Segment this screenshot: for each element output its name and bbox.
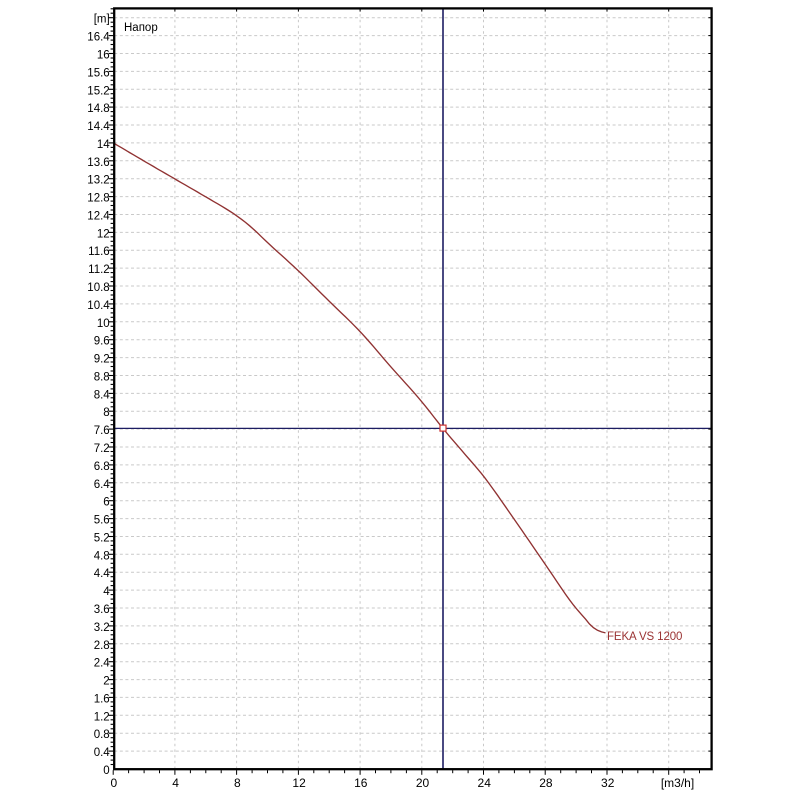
svg-text:12.4: 12.4 <box>87 211 110 223</box>
svg-text:3.2: 3.2 <box>94 622 110 634</box>
svg-text:15.6: 15.6 <box>87 67 109 79</box>
svg-text:13.6: 13.6 <box>87 157 109 169</box>
svg-text:8: 8 <box>234 776 241 790</box>
svg-text:2: 2 <box>103 676 109 688</box>
svg-text:32: 32 <box>601 776 615 790</box>
svg-text:16: 16 <box>354 776 368 790</box>
svg-text:13.2: 13.2 <box>87 175 109 187</box>
svg-text:24: 24 <box>478 776 492 790</box>
svg-text:14: 14 <box>97 139 110 151</box>
svg-text:11.6: 11.6 <box>88 246 110 258</box>
svg-text:6.8: 6.8 <box>94 461 110 473</box>
svg-text:0.4: 0.4 <box>94 747 111 759</box>
svg-text:9.2: 9.2 <box>94 354 110 366</box>
svg-text:6: 6 <box>103 497 109 509</box>
svg-text:4: 4 <box>103 586 110 598</box>
svg-text:1.6: 1.6 <box>94 693 110 705</box>
svg-text:28: 28 <box>539 776 553 790</box>
svg-text:16: 16 <box>97 50 110 62</box>
svg-text:4.4: 4.4 <box>94 568 111 580</box>
svg-text:12: 12 <box>97 228 110 240</box>
svg-text:11.2: 11.2 <box>88 264 110 276</box>
svg-text:FEKA VS 1200: FEKA VS 1200 <box>607 631 682 643</box>
svg-text:7.2: 7.2 <box>94 443 110 455</box>
svg-text:14.8: 14.8 <box>87 103 109 115</box>
svg-text:2.8: 2.8 <box>94 640 110 652</box>
svg-text:10.4: 10.4 <box>87 300 110 312</box>
svg-text:10: 10 <box>97 318 110 330</box>
svg-text:20: 20 <box>416 776 430 790</box>
svg-text:12.8: 12.8 <box>87 193 109 205</box>
svg-text:15.2: 15.2 <box>87 85 109 97</box>
svg-text:4: 4 <box>172 776 179 790</box>
svg-text:9.6: 9.6 <box>94 336 110 348</box>
svg-text:14.4: 14.4 <box>87 121 110 133</box>
svg-text:10.8: 10.8 <box>87 282 109 294</box>
svg-text:16.4: 16.4 <box>87 32 110 44</box>
svg-text:6.4: 6.4 <box>94 479 111 491</box>
svg-text:12: 12 <box>292 776 306 790</box>
svg-text:[m]: [m] <box>94 13 110 25</box>
svg-text:3.6: 3.6 <box>94 604 110 616</box>
svg-text:2.4: 2.4 <box>94 658 111 670</box>
svg-text:8.4: 8.4 <box>94 389 111 401</box>
svg-text:7.6: 7.6 <box>94 425 110 437</box>
svg-text:0: 0 <box>111 776 118 790</box>
svg-text:8: 8 <box>103 407 109 419</box>
svg-text:5.2: 5.2 <box>94 533 110 545</box>
svg-text:0.8: 0.8 <box>94 729 110 741</box>
svg-text:8.8: 8.8 <box>94 372 110 384</box>
svg-text:[m3/h]: [m3/h] <box>661 776 694 790</box>
svg-text:4.8: 4.8 <box>94 550 110 562</box>
svg-text:1.2: 1.2 <box>94 711 110 723</box>
svg-text:Напор: Напор <box>124 22 158 34</box>
svg-text:0: 0 <box>103 765 109 777</box>
svg-text:5.6: 5.6 <box>94 515 110 527</box>
